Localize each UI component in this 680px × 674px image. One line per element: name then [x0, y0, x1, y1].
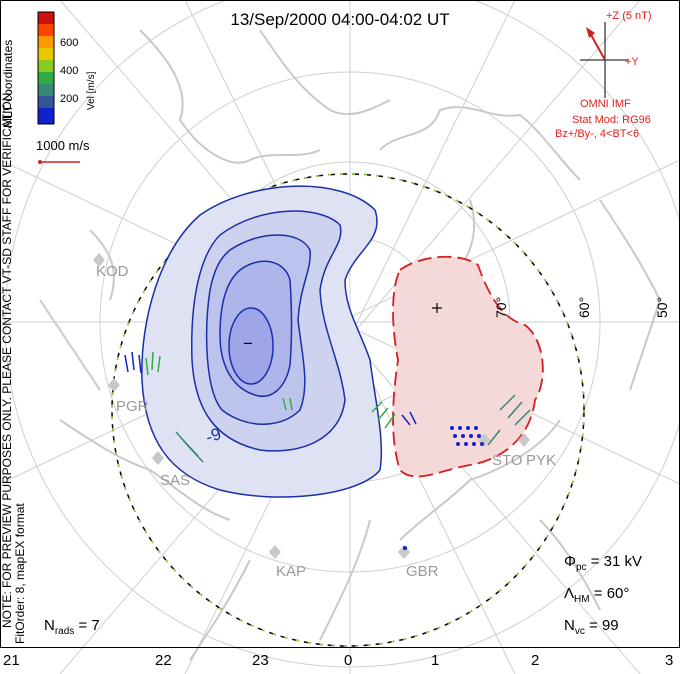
radar-site-sas: SAS — [160, 472, 191, 489]
vector-scale-dot — [38, 160, 42, 164]
colorbar-tick-200: 200 — [60, 93, 79, 105]
preview-note: NOTE: FOR PREVIEW PURPOSES ONLY. PLEASE … — [0, 89, 14, 628]
vector-scale-label: 1000 m/s — [36, 138, 90, 153]
radar-site-sto: STO — [492, 452, 523, 469]
map-title: 13/Sep/2000 04:00-04:02 UT — [230, 10, 450, 29]
radar-site-gbr: GBR — [406, 563, 439, 580]
colorbar-tick-600: 600 — [60, 37, 79, 49]
velocity-dots — [403, 426, 484, 550]
stat-vector-count: Nvc = 99 — [564, 617, 619, 637]
imf-stat-model: Stat Mod: RG96 — [572, 114, 651, 126]
imf-source: OMNI IMF — [580, 98, 631, 110]
velocity-colorbar — [37, 11, 55, 125]
dawn-convection-cell — [392, 255, 544, 478]
mlt-tick-21: 21 — [3, 652, 20, 669]
imf-y-label: +Y — [625, 56, 639, 68]
mlt-tick-0: 0 — [344, 652, 353, 669]
radar-site-pyk: PYK — [526, 452, 557, 469]
mlt-tick-1: 1 — [431, 652, 440, 669]
imf-condition: Bz+/By-, 4<BT<6 — [555, 128, 640, 140]
radar-site-pgr: PGR — [116, 398, 149, 415]
latitude-label-70: 70° — [493, 296, 509, 318]
mlt-tick-2: 2 — [531, 652, 540, 669]
radar-site-kap: KAP — [276, 563, 307, 580]
mlt-tick-22: 22 — [155, 652, 172, 669]
colorbar-tick-400: 400 — [60, 65, 79, 77]
latitude-label-60: 60° — [576, 296, 592, 318]
dusk-contour-core — [228, 307, 274, 385]
mlt-tick-3: 3 — [665, 652, 674, 669]
stat-hmb-latitude: ΛHM = 60° — [564, 585, 630, 605]
stat-radar-count: Nrads = 7 — [44, 617, 100, 637]
heppner-maynard-boundary-overlay — [111, 173, 585, 647]
latitude-label-50: 50° — [654, 296, 670, 318]
imf-z-label: +Z (5 nT) — [606, 10, 652, 22]
imf-clock-dial — [580, 22, 628, 98]
potential-min-marker: − — [243, 334, 253, 353]
radar-site-kod: KOD — [96, 263, 129, 280]
velocity-vectors — [124, 351, 531, 463]
mlt-tick-23: 23 — [252, 652, 269, 669]
stat-potential-drop: Φpc = 31 kV — [564, 553, 642, 573]
colorbar-label: Vel [m/s] — [86, 71, 97, 110]
fit-order-note: FitOrder: 8, mapEX format — [13, 503, 27, 644]
